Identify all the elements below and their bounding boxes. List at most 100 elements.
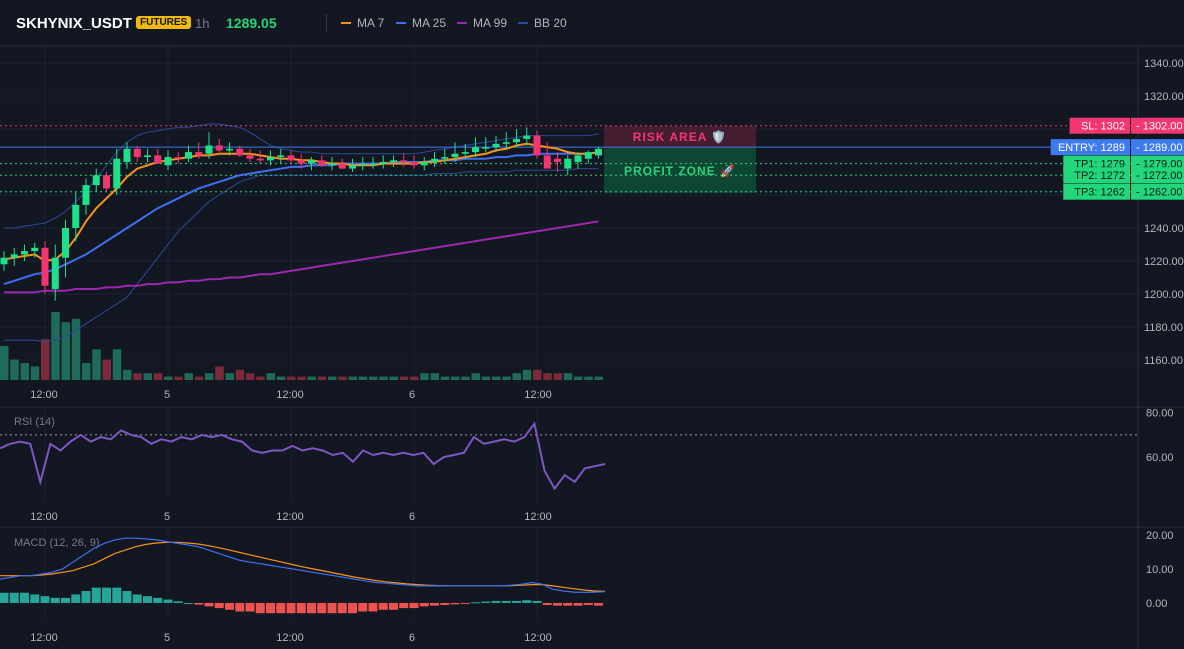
candle-body bbox=[123, 148, 131, 162]
macd-histogram-bar bbox=[214, 602, 224, 609]
candle-body bbox=[308, 160, 315, 164]
macd-title: MACD (12, 26, 9) bbox=[14, 537, 100, 549]
legend-ma7[interactable]: MA 7 bbox=[341, 16, 384, 30]
candle-body bbox=[0, 257, 8, 265]
candle-body bbox=[420, 162, 428, 166]
candle-body bbox=[564, 158, 572, 169]
macd-histogram-bar bbox=[50, 597, 60, 603]
time-axis-tick: 12:00 bbox=[276, 389, 304, 401]
volume-bar bbox=[471, 373, 480, 380]
candle-body bbox=[226, 148, 233, 151]
macd-histogram-bar bbox=[542, 602, 552, 606]
volume-bar bbox=[164, 376, 173, 380]
price-axis-tick: 1160.00 bbox=[1144, 355, 1183, 367]
macd-histogram-bar bbox=[71, 594, 81, 603]
time-axis-tick: 12:00 bbox=[30, 632, 58, 644]
volume-bar bbox=[225, 373, 234, 380]
volume-bar bbox=[215, 366, 224, 380]
volume-bar bbox=[82, 363, 91, 380]
tp2-tag-label-box bbox=[1063, 167, 1130, 184]
candle-body bbox=[574, 155, 582, 162]
volume-bar bbox=[389, 376, 398, 380]
macd-histogram-bar bbox=[389, 602, 398, 610]
candle-body bbox=[441, 157, 449, 159]
macd-histogram-bar bbox=[225, 602, 234, 610]
macd-axis-tick: 0.00 bbox=[1146, 598, 1167, 610]
macd-histogram-bar bbox=[419, 602, 429, 607]
macd-histogram-bar bbox=[471, 602, 480, 604]
macd-histogram-bar bbox=[501, 600, 511, 603]
macd-histogram-bar bbox=[594, 602, 603, 606]
legend-ma7-swatch bbox=[341, 22, 351, 24]
candle-body bbox=[41, 247, 49, 286]
volume-bar bbox=[440, 376, 450, 380]
volume-bars bbox=[0, 312, 603, 380]
price-axis-tick: 1320.00 bbox=[1144, 91, 1184, 103]
symbol-name[interactable]: SKHYNIX_USDT bbox=[16, 15, 132, 32]
risk-zone-label: RISK AREA 🛡️ bbox=[633, 130, 727, 144]
price-axis-tick: 1240.00 bbox=[1144, 223, 1184, 235]
volume-bar bbox=[502, 376, 511, 380]
volume-bar bbox=[184, 373, 193, 380]
rsi-pane: RSI (14) bbox=[0, 416, 1138, 491]
sl-tag-label-box bbox=[1069, 117, 1130, 134]
sl-tag-label: SL: 1302 bbox=[1081, 121, 1125, 133]
time-axis-tick: 12:00 bbox=[524, 389, 552, 401]
legend-bb20[interactable]: BB 20 bbox=[518, 16, 567, 30]
volume-bar bbox=[276, 376, 286, 380]
candle-body bbox=[543, 155, 551, 169]
volume-bar bbox=[410, 376, 419, 380]
candle-body bbox=[267, 157, 274, 161]
candle-body bbox=[533, 135, 541, 156]
legend-ma99[interactable]: MA 99 bbox=[457, 16, 507, 30]
volume-bar bbox=[399, 376, 409, 380]
volume-bar bbox=[522, 369, 532, 380]
macd-histogram-bar bbox=[20, 592, 29, 603]
macd-histogram-bar bbox=[30, 594, 40, 603]
volume-bar bbox=[492, 376, 501, 380]
time-axis-tick: 12:00 bbox=[524, 511, 552, 523]
candles bbox=[0, 127, 602, 301]
profit-zone: PROFIT ZONE 🚀 bbox=[604, 148, 756, 193]
candle-body bbox=[595, 148, 602, 156]
candle-body bbox=[502, 142, 510, 144]
macd-histogram-bar bbox=[296, 602, 306, 614]
volume-bar bbox=[420, 373, 429, 380]
candle-body bbox=[349, 165, 356, 169]
macd-histogram-bar bbox=[337, 602, 347, 614]
macd-axis-tick: 10.00 bbox=[1146, 564, 1174, 576]
volume-bar bbox=[256, 376, 265, 380]
candle-body bbox=[359, 163, 367, 166]
volume-bar bbox=[30, 366, 40, 380]
legend-ma25[interactable]: MA 25 bbox=[396, 16, 446, 30]
candle-body bbox=[21, 251, 28, 255]
candle-body bbox=[236, 148, 244, 156]
macd-histogram-bar bbox=[40, 596, 50, 603]
candle-body bbox=[113, 158, 121, 189]
timeframe-label[interactable]: 1h bbox=[195, 16, 210, 31]
candle-body bbox=[133, 148, 141, 158]
macd-histogram-bar bbox=[348, 602, 357, 614]
macd-histogram-bar bbox=[132, 594, 142, 603]
volume-bar bbox=[71, 318, 81, 380]
macd-histogram-bar bbox=[512, 600, 521, 603]
macd-histogram-bar bbox=[327, 602, 337, 614]
macd-histogram-bar bbox=[450, 602, 460, 605]
candle-body bbox=[144, 155, 151, 158]
macd-axis-tick: 20.00 bbox=[1146, 530, 1174, 542]
volume-bar bbox=[348, 376, 357, 380]
macd-histogram-bar bbox=[368, 602, 378, 612]
macd-histogram-bar bbox=[409, 602, 419, 609]
volume-bar bbox=[246, 373, 255, 380]
macd-histogram-bar bbox=[194, 602, 204, 605]
macd-histogram-bar bbox=[245, 602, 255, 612]
volume-bar bbox=[10, 359, 19, 380]
candle-body bbox=[318, 160, 326, 166]
macd-signal-line bbox=[0, 541, 606, 592]
volume-bar bbox=[297, 376, 306, 380]
sl-tag-value: - 1302.00 bbox=[1136, 121, 1182, 133]
price-axis-tick: 1220.00 bbox=[1144, 256, 1184, 268]
time-axis-tick: 12:00 bbox=[276, 632, 304, 644]
macd-histogram-bar bbox=[81, 591, 91, 603]
